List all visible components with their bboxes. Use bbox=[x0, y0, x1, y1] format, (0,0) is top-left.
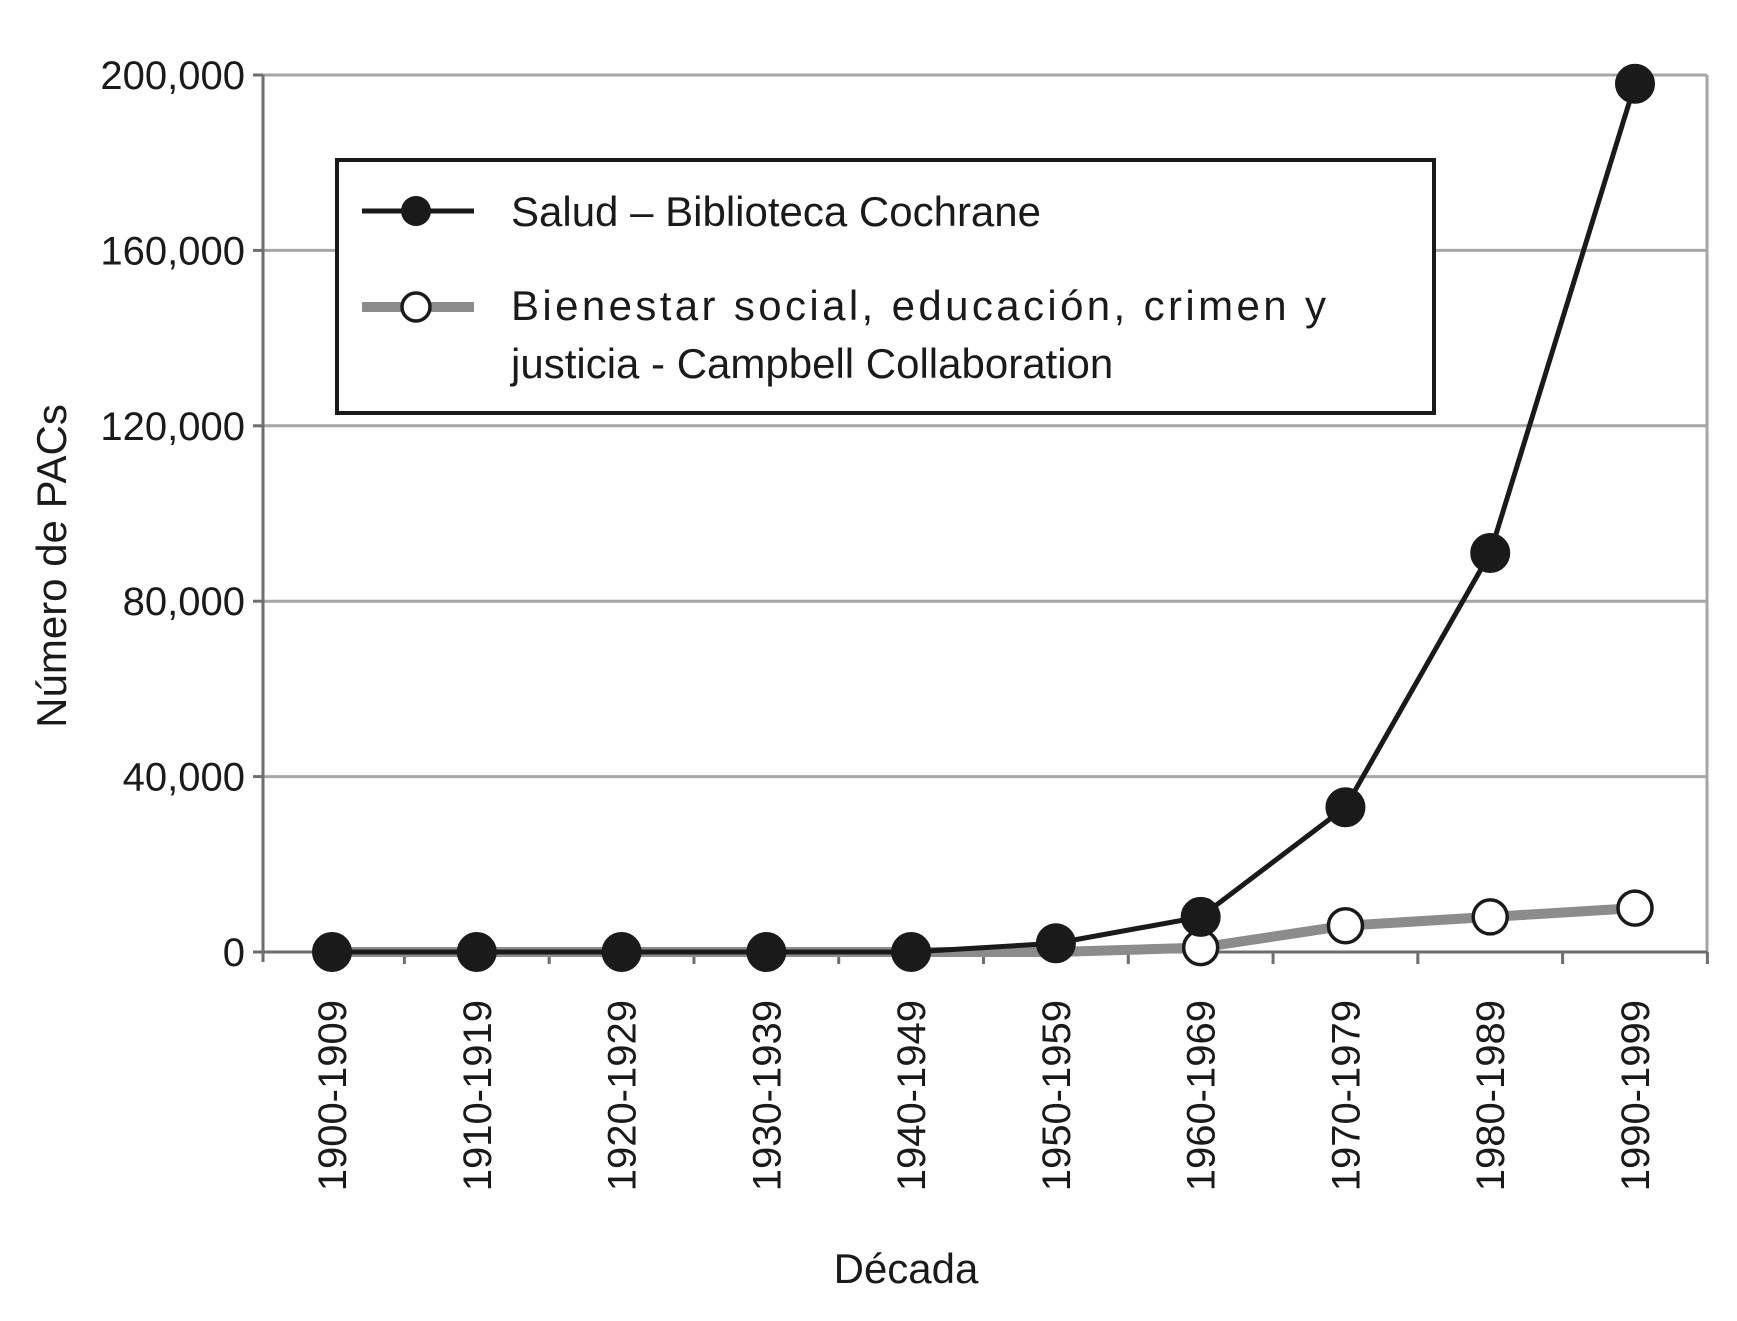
data-point-campbell bbox=[1471, 898, 1509, 936]
x-tick-label: 1990-1999 bbox=[1614, 1000, 1658, 1191]
data-point-cochrane bbox=[891, 932, 932, 972]
data-point-cochrane bbox=[1325, 787, 1366, 828]
y-tick-labels: 0 40,000 80,000 120,000 160,000 200,000 bbox=[100, 54, 245, 975]
x-tick-label: 1910-1919 bbox=[456, 1000, 500, 1191]
x-tick-label: 1970-1979 bbox=[1324, 1000, 1368, 1191]
data-point-cochrane bbox=[312, 932, 352, 972]
legend-label-cochrane: Salud – Biblioteca Cochrane bbox=[511, 188, 1041, 235]
data-point-cochrane bbox=[1615, 63, 1655, 104]
legend: Salud – Biblioteca Cochrane Bienestar soc… bbox=[335, 158, 1436, 415]
data-point-cochrane bbox=[1035, 923, 1076, 964]
x-tick-label: 1920-1929 bbox=[601, 1000, 645, 1191]
series-group bbox=[312, 63, 1655, 972]
x-tick-label: 1900-1909 bbox=[311, 1000, 355, 1191]
y-tick-label: 120,000 bbox=[100, 405, 245, 449]
y-tick-label: 160,000 bbox=[100, 229, 245, 273]
legend-marker-cochrane bbox=[401, 196, 431, 226]
y-axis-title: Número de PACs bbox=[28, 404, 75, 728]
x-tick-labels: 1900-1909 1910-1919 1920-1929 1930-1939 1940… bbox=[311, 1000, 1658, 1191]
legend-box bbox=[335, 158, 1436, 415]
data-point-campbell bbox=[1616, 889, 1654, 927]
data-point-cochrane bbox=[1180, 896, 1221, 937]
y-tick-label: 200,000 bbox=[100, 54, 245, 98]
data-point-campbell bbox=[1326, 906, 1365, 945]
series-line-cochrane bbox=[329, 81, 1638, 955]
x-tick-label: 1980-1989 bbox=[1469, 1000, 1513, 1191]
legend-entries: Salud – Biblioteca Cochrane Bienestar soc… bbox=[362, 188, 1326, 387]
y-tick-label: 40,000 bbox=[123, 756, 245, 800]
data-point-cochrane bbox=[746, 932, 787, 972]
x-tick-label: 1960-1969 bbox=[1180, 1000, 1224, 1191]
legend-label-campbell: Bienestar social, educación, crimen y jus… bbox=[509, 282, 1326, 387]
x-tick-label: 1940-1949 bbox=[890, 1000, 934, 1191]
x-axis-title: Década bbox=[834, 1245, 979, 1292]
x-tick-label: 1950-1959 bbox=[1035, 1000, 1079, 1191]
y-tick-label: 80,000 bbox=[123, 580, 245, 624]
data-point-cochrane bbox=[1470, 532, 1511, 573]
x-tick-label: 1930-1939 bbox=[745, 1000, 789, 1191]
data-point-cochrane bbox=[456, 932, 497, 972]
data-point-cochrane bbox=[601, 932, 642, 972]
y-tick-label: 0 bbox=[223, 931, 245, 975]
legend-marker-campbell bbox=[400, 291, 432, 323]
